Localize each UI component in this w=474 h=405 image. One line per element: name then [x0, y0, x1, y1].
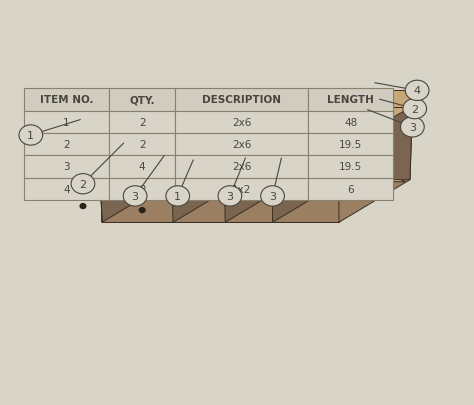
- Polygon shape: [272, 107, 346, 223]
- Bar: [24, 89, 109, 111]
- Polygon shape: [100, 91, 173, 148]
- Bar: [308, 156, 393, 178]
- Circle shape: [403, 99, 427, 119]
- Polygon shape: [272, 107, 346, 150]
- Text: 4: 4: [413, 86, 421, 96]
- Bar: [109, 134, 175, 156]
- Circle shape: [405, 81, 429, 101]
- Polygon shape: [173, 91, 412, 107]
- Text: 2x6: 2x6: [232, 162, 251, 172]
- Text: 3: 3: [409, 123, 416, 132]
- Bar: [24, 111, 109, 134]
- Bar: [24, 178, 109, 200]
- Circle shape: [170, 170, 176, 175]
- Text: 2: 2: [139, 117, 146, 128]
- Polygon shape: [172, 107, 245, 223]
- Text: DESCRIPTION: DESCRIPTION: [202, 95, 281, 105]
- Circle shape: [123, 186, 147, 207]
- Polygon shape: [224, 107, 298, 223]
- Text: 1: 1: [63, 117, 70, 128]
- Bar: [24, 134, 109, 156]
- Text: 48: 48: [344, 117, 357, 128]
- Bar: [109, 178, 175, 200]
- Bar: [175, 178, 308, 200]
- Text: 19.5: 19.5: [339, 140, 363, 150]
- Circle shape: [376, 156, 382, 160]
- Bar: [346, 115, 351, 120]
- Polygon shape: [100, 148, 339, 223]
- Circle shape: [177, 200, 183, 205]
- Text: 2x6: 2x6: [232, 140, 251, 150]
- Polygon shape: [100, 132, 102, 223]
- Text: 6: 6: [347, 184, 354, 194]
- Polygon shape: [344, 107, 346, 180]
- Circle shape: [261, 186, 284, 207]
- Text: ITEM NO.: ITEM NO.: [40, 95, 93, 105]
- Circle shape: [71, 174, 95, 194]
- Polygon shape: [173, 107, 412, 180]
- Text: 1: 1: [174, 192, 181, 201]
- Polygon shape: [100, 132, 339, 148]
- Bar: [175, 89, 308, 111]
- Circle shape: [206, 194, 211, 199]
- Bar: [109, 89, 175, 111]
- Text: 3: 3: [227, 192, 233, 201]
- Bar: [175, 111, 308, 134]
- Text: 2: 2: [79, 179, 87, 189]
- Polygon shape: [104, 150, 405, 182]
- Text: 3: 3: [132, 192, 138, 201]
- Text: LENGTH: LENGTH: [328, 95, 374, 105]
- Circle shape: [80, 204, 86, 209]
- Circle shape: [218, 186, 242, 207]
- Text: 4: 4: [139, 162, 146, 172]
- Polygon shape: [244, 107, 245, 180]
- Bar: [175, 134, 308, 156]
- Text: 3: 3: [269, 192, 276, 201]
- Bar: [308, 89, 393, 111]
- Circle shape: [348, 164, 354, 168]
- Circle shape: [111, 186, 117, 191]
- Text: 2: 2: [139, 140, 146, 150]
- FancyBboxPatch shape: [340, 111, 371, 124]
- Circle shape: [263, 182, 268, 187]
- Text: 1: 1: [27, 131, 34, 141]
- Text: 1x2: 1x2: [232, 184, 251, 194]
- Polygon shape: [100, 148, 339, 223]
- Circle shape: [166, 186, 190, 207]
- Circle shape: [234, 188, 240, 193]
- Circle shape: [19, 126, 43, 146]
- Polygon shape: [224, 107, 298, 150]
- Bar: [308, 111, 393, 134]
- Circle shape: [319, 170, 325, 175]
- Circle shape: [80, 192, 86, 197]
- Text: 19.5: 19.5: [339, 162, 363, 172]
- Polygon shape: [339, 107, 412, 223]
- Circle shape: [139, 208, 145, 213]
- Bar: [361, 115, 366, 120]
- Bar: [354, 115, 358, 120]
- Text: QTY.: QTY.: [129, 95, 155, 105]
- Text: 3: 3: [63, 162, 70, 172]
- Circle shape: [139, 178, 145, 183]
- Text: 2x6: 2x6: [232, 117, 251, 128]
- Bar: [308, 134, 393, 156]
- Text: 4: 4: [63, 184, 70, 194]
- Bar: [109, 156, 175, 178]
- Bar: [24, 156, 109, 178]
- Circle shape: [291, 176, 297, 181]
- Text: 2: 2: [411, 104, 419, 114]
- Text: 2: 2: [139, 184, 146, 194]
- Polygon shape: [172, 107, 245, 150]
- Polygon shape: [100, 107, 173, 223]
- Bar: [308, 178, 393, 200]
- Bar: [109, 111, 175, 134]
- Bar: [175, 156, 308, 178]
- Polygon shape: [339, 91, 412, 148]
- Polygon shape: [296, 107, 298, 180]
- Circle shape: [401, 117, 424, 138]
- Text: 2: 2: [63, 140, 70, 150]
